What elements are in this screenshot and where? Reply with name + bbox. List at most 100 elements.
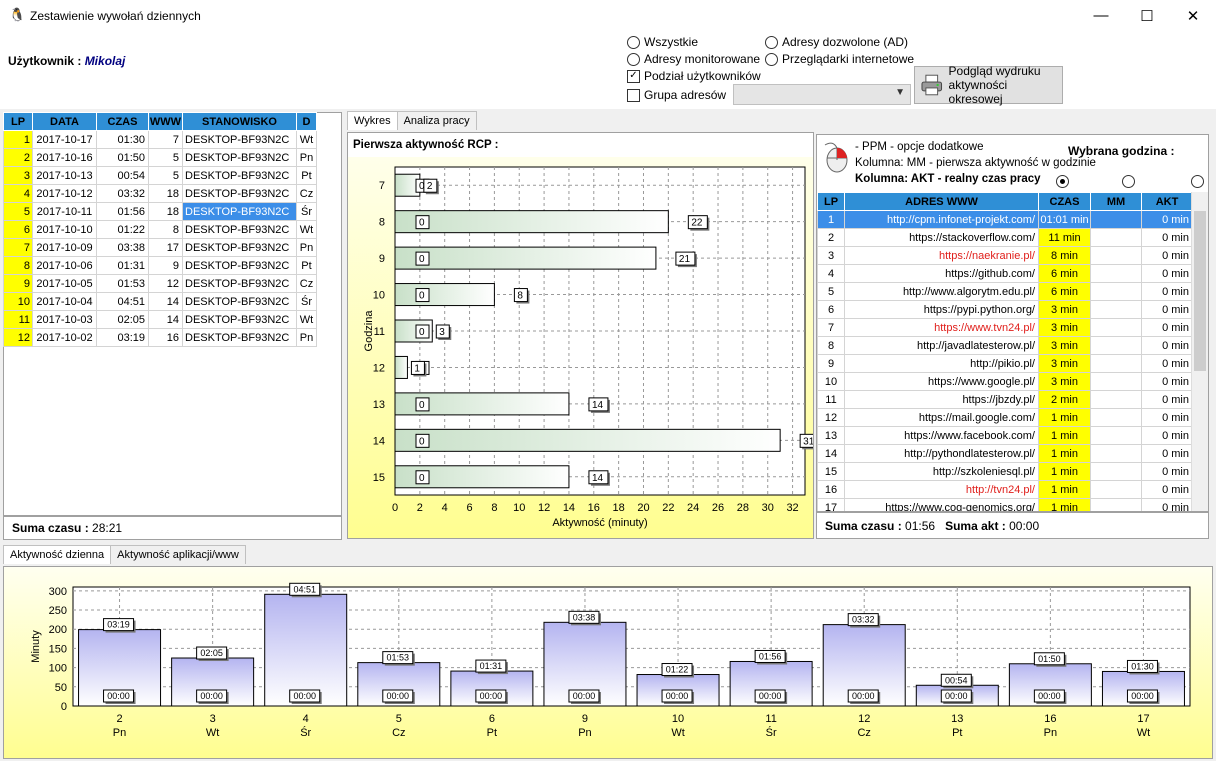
col-header[interactable]: ADRES WWW xyxy=(844,192,1039,211)
table-row[interactable]: 6 2017-10-10 01:22 8 DESKTOP-BF93N2C Wt xyxy=(3,220,317,239)
table-row[interactable]: 11 https://jbzdy.pl/2 min 0 min xyxy=(817,390,1193,409)
option-wszystkie[interactable]: Wszystkie xyxy=(627,35,698,49)
user-label-text: Użytkownik : xyxy=(8,54,82,68)
table-row[interactable]: 2 https://stackoverflow.com/11 min 0 min xyxy=(817,228,1193,247)
table-row[interactable]: 8 2017-10-06 01:31 9 DESKTOP-BF93N2C Pt xyxy=(3,256,317,275)
x-tick-label: 18 xyxy=(613,502,625,514)
bar-end-label: 8 xyxy=(513,288,530,304)
table-row[interactable]: 16 http://tvn24.pl/1 min 0 min xyxy=(817,480,1193,499)
option-grupa[interactable]: Grupa adresów xyxy=(627,88,726,102)
table-row[interactable]: 17 https://www.cog-genomics.org/1 min 0 mi… xyxy=(817,498,1193,511)
table-row[interactable]: 10 2017-10-04 04:51 14 DESKTOP-BF93N2C Śr xyxy=(3,292,317,311)
table-row[interactable]: 3 https://naekranie.pl/8 min 0 min xyxy=(817,246,1193,265)
table-cell: 1 min xyxy=(1038,426,1091,445)
printer-icon xyxy=(921,74,943,96)
www-panel: - PPM - opcje dodatkowe Kolumna: MM - pi… xyxy=(816,134,1209,512)
table-row[interactable]: 5 http://www.algorytm.edu.pl/6 min 0 min xyxy=(817,282,1193,301)
checkbox-checked-icon[interactable]: ✓ xyxy=(627,69,640,83)
tab-wykres[interactable]: Wykres xyxy=(347,111,398,130)
option-przegladarki[interactable]: Przeglądarki internetowe xyxy=(765,52,914,66)
col-header[interactable]: CZAS xyxy=(96,112,149,131)
table-row[interactable]: 4 2017-10-12 03:32 18 DESKTOP-BF93N2C Cz xyxy=(3,184,317,203)
option-monitorowane[interactable]: Adresy monitorowane xyxy=(627,52,760,66)
x-tick-label: 6 xyxy=(466,502,472,514)
table-cell: 0 min xyxy=(1141,264,1193,283)
table-row[interactable]: 13 https://www.facebook.com/1 min 0 min xyxy=(817,426,1193,445)
table-row[interactable]: 7 https://www.tvn24.pl/3 min 0 min xyxy=(817,318,1193,337)
print-button-line2: aktywności okresowej xyxy=(948,78,1008,106)
table-row[interactable]: 9 http://pikio.pl/3 min 0 min xyxy=(817,354,1193,373)
minimize-button[interactable]: — xyxy=(1093,7,1109,24)
radio-czas[interactable] xyxy=(1056,175,1069,188)
table-cell: 8 xyxy=(3,256,33,275)
bar-end-label: 31 xyxy=(799,433,813,450)
table-row[interactable]: 5 2017-10-11 01:56 18 DESKTOP-BF93N2C Śr xyxy=(3,202,317,221)
tab-aktywnosc-aplikacji[interactable]: Aktywność aplikacji/www xyxy=(110,545,246,564)
tab-aktywnosc-dzienna[interactable]: Aktywność dzienna xyxy=(3,545,112,564)
radio-icon[interactable] xyxy=(627,52,640,66)
table-row[interactable]: 6 https://pypi.python.org/3 min 0 min xyxy=(817,300,1193,319)
col-header[interactable]: MM xyxy=(1090,192,1142,211)
y-tick-label: 10 xyxy=(373,290,385,302)
scrollbar-thumb[interactable] xyxy=(1194,211,1206,371)
col-header[interactable]: WWW xyxy=(148,112,183,131)
col-header[interactable]: CZAS xyxy=(1038,192,1091,211)
maximize-button[interactable]: ☐ xyxy=(1140,7,1154,25)
option-dozwolone[interactable]: Adresy dozwolone (AD) xyxy=(765,35,908,49)
bar-top-label: 01:56 xyxy=(754,649,788,665)
table-cell: 2017-10-09 xyxy=(32,238,97,257)
table-row[interactable]: 15 http://szkoleniesql.pl/1 min 0 min xyxy=(817,462,1193,481)
days-table: LP DATA CZAS WWW STANOWISKO D 1 2017-10-17 01:3… xyxy=(3,112,317,347)
table-row[interactable]: 7 2017-10-09 03:38 17 DESKTOP-BF93N2C Pn xyxy=(3,238,317,257)
table-row[interactable]: 10 https://www.google.pl/3 min 0 min xyxy=(817,372,1193,391)
x-tick-label: 30 xyxy=(762,502,774,514)
col-header[interactable]: AKT xyxy=(1141,192,1193,211)
table-row[interactable]: 1 http://cpm.infonet-projekt.com/01:01 mi… xyxy=(817,210,1193,229)
table-row[interactable]: 14 http://pythondlatesterow.pl/1 min 0 min xyxy=(817,444,1193,463)
table-cell: 1 min xyxy=(1038,480,1091,499)
table-row[interactable]: 4 https://github.com/6 min 0 min xyxy=(817,264,1193,283)
table-row[interactable]: 12 2017-10-02 03:19 16 DESKTOP-BF93N2C Pn xyxy=(3,328,317,347)
checkbox-icon[interactable] xyxy=(627,88,640,102)
col-header[interactable]: DATA xyxy=(32,112,97,131)
table-cell: 0 min xyxy=(1141,498,1193,511)
table-cell xyxy=(1090,372,1142,391)
table-cell: 0 min xyxy=(1141,372,1193,391)
table-row[interactable]: 2 2017-10-16 01:50 5 DESKTOP-BF93N2C Pn xyxy=(3,148,317,167)
tab-analiza[interactable]: Analiza pracy xyxy=(396,111,477,130)
www-scrollbar[interactable] xyxy=(1191,192,1208,511)
table-row[interactable]: 12 https://mail.google.com/1 min 0 min xyxy=(817,408,1193,427)
table-cell: 6 min xyxy=(1038,282,1091,301)
table-cell: 6 min xyxy=(1038,264,1091,283)
table-cell: 1 min xyxy=(1038,498,1091,511)
x-tick-sublabel: Pt xyxy=(487,727,497,739)
x-tick-label: 20 xyxy=(637,502,649,514)
table-row[interactable]: 8 http://javadlatesterow.pl/3 min 0 min xyxy=(817,336,1193,355)
bar-bottom-label: 00:00 xyxy=(568,689,601,704)
group-select[interactable]: ▼ xyxy=(733,84,911,105)
table-row[interactable]: 1 2017-10-17 01:30 7 DESKTOP-BF93N2C Wt xyxy=(3,130,317,149)
table-cell: 4 xyxy=(817,264,845,283)
col-header[interactable]: STANOWISKO xyxy=(182,112,297,131)
table-cell: 5 xyxy=(3,202,33,221)
radio-icon[interactable] xyxy=(627,35,640,49)
table-row[interactable]: 9 2017-10-05 01:53 12 DESKTOP-BF93N2C Cz xyxy=(3,274,317,293)
table-cell: 5 xyxy=(148,148,183,167)
user-label: Użytkownik : Mikolaj xyxy=(8,54,125,68)
print-preview-button[interactable]: Podgląd wydruku aktywności okresowej xyxy=(914,64,1063,106)
col-header[interactable]: D xyxy=(296,112,317,131)
radio-icon[interactable] xyxy=(765,52,778,66)
table-cell xyxy=(1090,282,1142,301)
table-cell: 12 xyxy=(817,408,845,427)
table-cell: 01:56 xyxy=(96,202,149,221)
table-row[interactable]: 11 2017-10-03 02:05 14 DESKTOP-BF93N2C Wt xyxy=(3,310,317,329)
close-button[interactable]: ✕ xyxy=(1186,7,1200,25)
radio-icon[interactable] xyxy=(765,35,778,49)
radio-mm[interactable] xyxy=(1122,175,1136,188)
table-cell xyxy=(1090,210,1142,229)
option-podzial[interactable]: ✓ Podział użytkowników xyxy=(627,69,761,83)
col-header[interactable]: LP xyxy=(3,112,33,131)
col-header[interactable]: LP xyxy=(817,192,845,211)
radio-akt[interactable] xyxy=(1190,175,1204,188)
table-row[interactable]: 3 2017-10-13 00:54 5 DESKTOP-BF93N2C Pt xyxy=(3,166,317,185)
